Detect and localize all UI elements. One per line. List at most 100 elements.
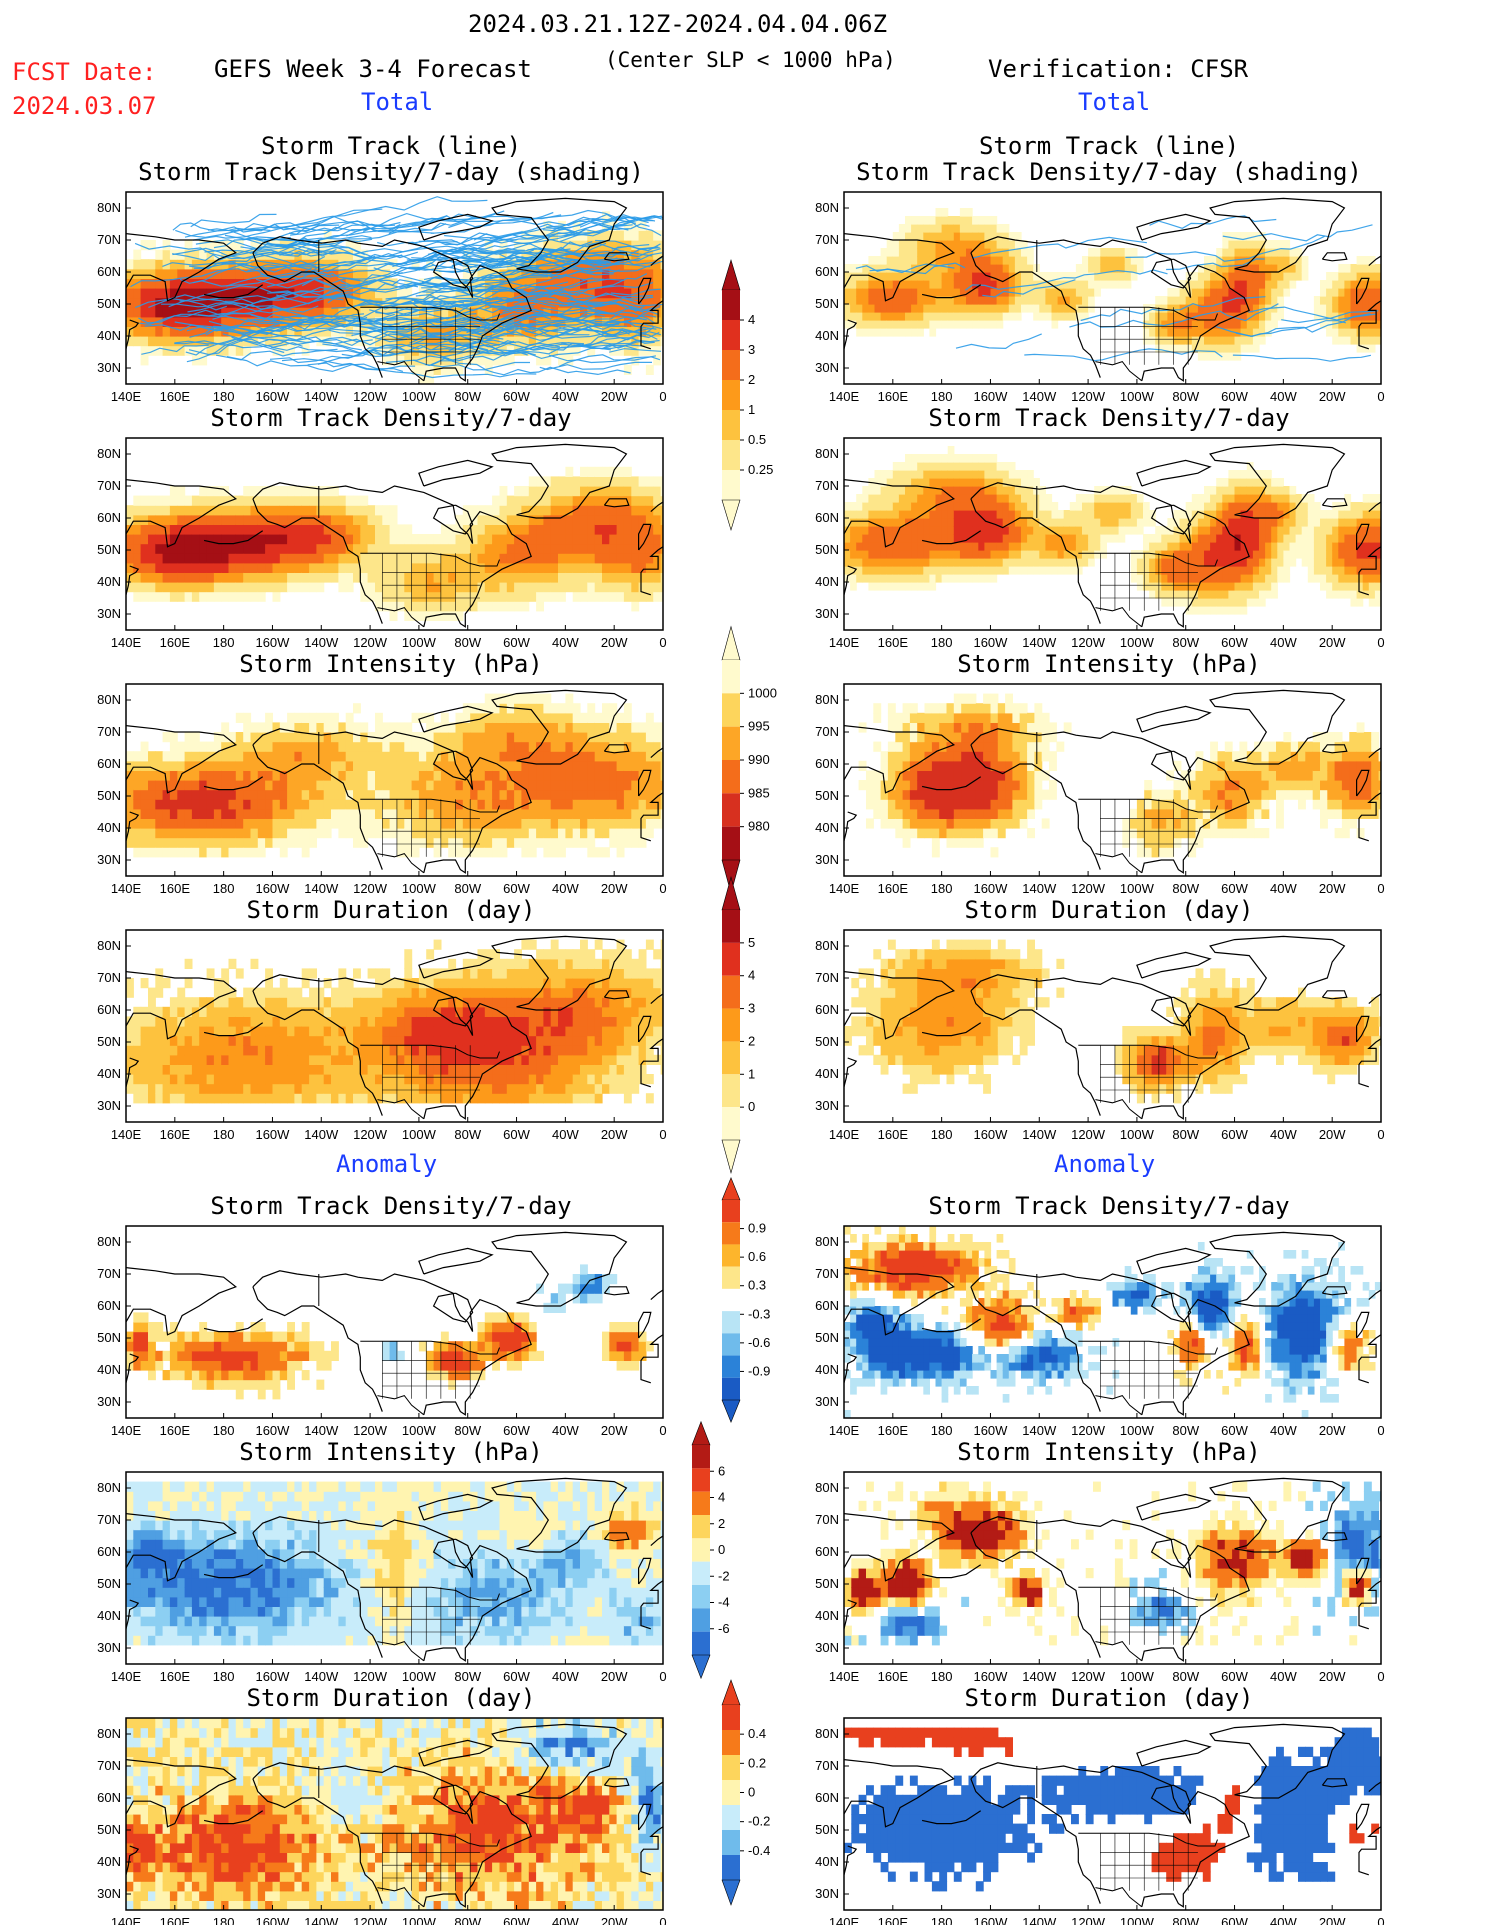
heat-cell — [1155, 534, 1162, 543]
heat-cell — [923, 304, 930, 313]
heat-cell — [506, 543, 515, 554]
heat-cell — [221, 572, 230, 583]
border-line — [1095, 361, 1143, 382]
heat-cell — [353, 722, 361, 733]
heat-cell — [133, 268, 142, 279]
heat-cell — [162, 297, 171, 308]
heat-cell — [1051, 288, 1059, 297]
heat-cell — [1039, 518, 1046, 527]
heat-cell — [941, 320, 949, 329]
heat-cell — [1130, 256, 1138, 265]
heat-cell — [874, 272, 882, 281]
heat-cell — [1246, 518, 1254, 527]
heat-cell — [155, 770, 164, 781]
heat-cell — [455, 808, 464, 819]
heat-cell — [1259, 526, 1266, 535]
heat-cell — [323, 770, 332, 781]
heat-cell — [155, 562, 164, 573]
heat-cell — [506, 712, 515, 723]
heat-cell — [1332, 526, 1339, 535]
heat-cell — [862, 502, 869, 511]
heat-cell — [1051, 312, 1059, 321]
heat-cell — [1161, 598, 1168, 607]
heat-cell — [199, 828, 208, 839]
heat-cell — [898, 256, 906, 265]
heat-cell — [338, 543, 347, 554]
heat-cell — [850, 296, 857, 305]
heat-cell — [221, 828, 230, 839]
heat-cell — [206, 297, 215, 308]
heat-cell — [1240, 486, 1248, 495]
heat-cell — [1252, 494, 1260, 503]
storm-track-line — [221, 253, 445, 273]
heat-cell — [506, 572, 515, 583]
heat-cell — [1277, 312, 1284, 321]
heat-cell — [221, 534, 230, 545]
heat-cell — [455, 316, 464, 327]
heat-cell — [243, 278, 252, 289]
heat-cell — [360, 553, 369, 564]
heat-cell — [572, 495, 581, 506]
heat-cell — [892, 256, 900, 265]
heat-cell — [294, 240, 303, 251]
heat-cell — [426, 572, 435, 583]
heat-cell — [235, 828, 244, 839]
heat-cell — [257, 553, 266, 564]
border-line — [360, 306, 500, 321]
heat-cell — [616, 572, 625, 583]
heat-cell — [917, 328, 924, 337]
heat-cell — [213, 808, 222, 819]
heat-cell — [984, 264, 992, 273]
heat-cell — [905, 296, 912, 305]
heat-cell — [1033, 304, 1040, 313]
heat-cell — [279, 326, 288, 337]
heat-cell — [492, 582, 500, 593]
heat-cell — [935, 232, 943, 241]
heat-cell — [162, 553, 171, 564]
heat-cell — [462, 336, 471, 347]
heat-cell — [235, 799, 244, 810]
heat-cell — [265, 268, 273, 279]
heat-cell — [199, 553, 208, 564]
heat-cell — [972, 272, 979, 281]
heat-cell — [1283, 248, 1291, 257]
heat-cell — [338, 524, 347, 535]
heat-cell — [1185, 558, 1193, 567]
heat-cell — [206, 495, 215, 506]
panel-title-track-line-right: Storm Track (line) — [978, 132, 1240, 160]
heat-cell — [941, 208, 949, 217]
heat-cell — [1344, 526, 1352, 535]
heat-cell — [338, 789, 347, 800]
coastline — [640, 300, 663, 350]
heat-cell — [1008, 304, 1016, 313]
heat-cell — [221, 562, 230, 573]
heat-cell — [316, 741, 325, 752]
storm-track-line — [230, 220, 396, 233]
storm-track-line — [448, 211, 554, 229]
heat-cell — [191, 278, 200, 289]
heat-cell — [1326, 288, 1333, 297]
heat-cell — [892, 486, 900, 495]
heat-cell — [177, 534, 186, 545]
heat-cell — [1277, 566, 1284, 575]
heat-cell — [550, 495, 559, 506]
heat-cell — [1106, 510, 1114, 519]
heat-cell — [1344, 312, 1352, 321]
heat-cell — [543, 524, 552, 535]
heat-cell — [1136, 526, 1144, 535]
heat-cell — [169, 278, 178, 289]
heat-cell — [140, 278, 149, 289]
heat-cell — [558, 355, 566, 366]
heat-cell — [301, 818, 310, 829]
heat-cell — [653, 543, 662, 554]
heat-cell — [558, 505, 566, 516]
heat-cell — [514, 486, 522, 497]
heat-cell — [660, 259, 663, 270]
heat-cell — [1240, 550, 1248, 559]
heat-cell — [221, 307, 230, 318]
heat-cell — [309, 818, 317, 829]
heat-cell — [514, 288, 522, 299]
heat-cell — [126, 505, 134, 516]
heat-cell — [536, 297, 544, 308]
heat-cell — [660, 268, 663, 279]
